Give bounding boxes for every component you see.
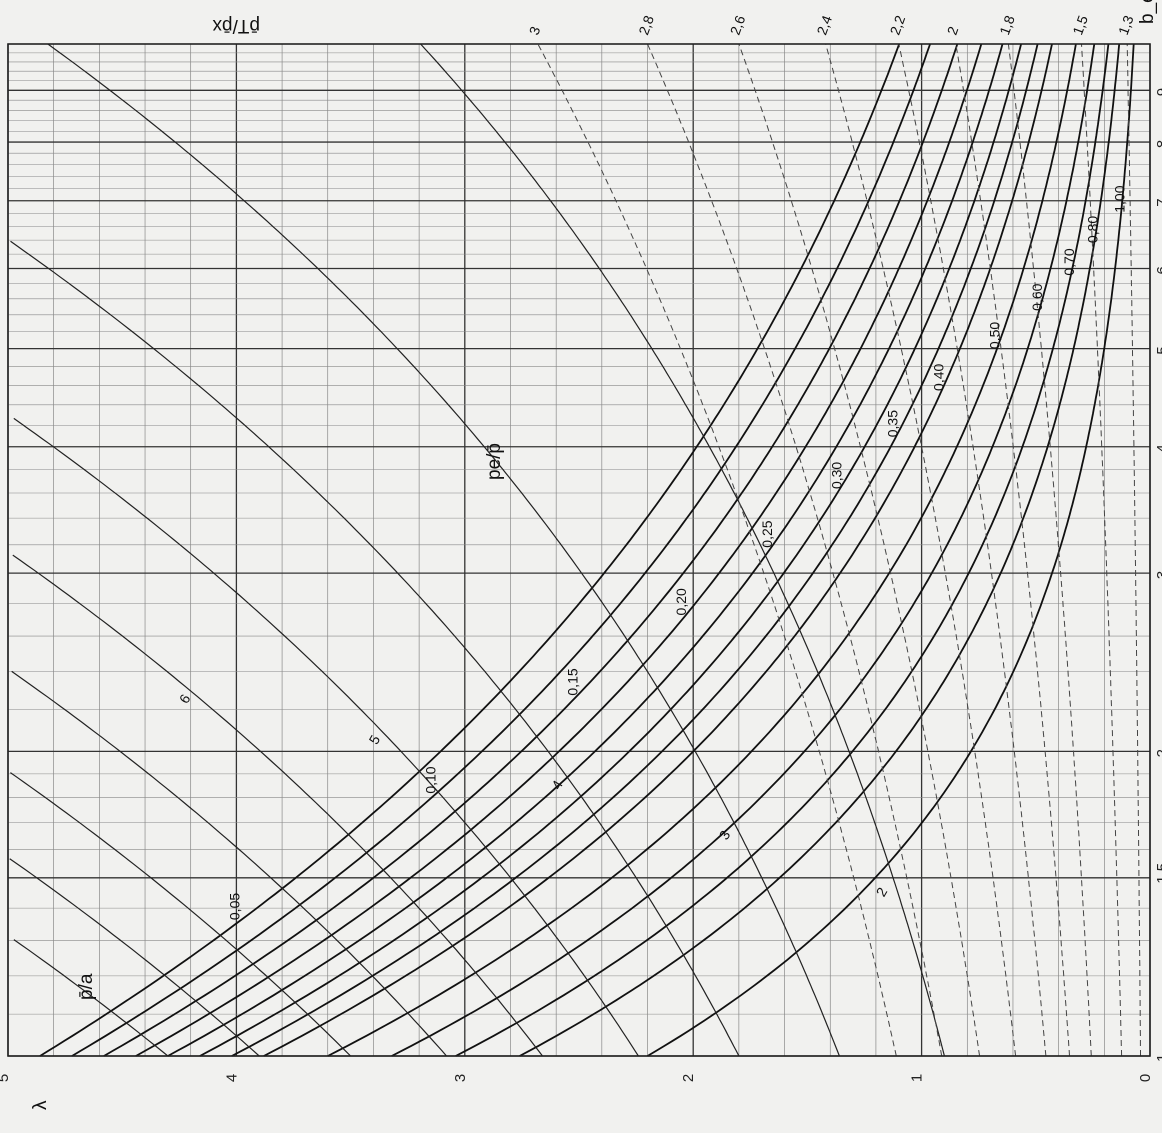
p-over-a-curve: [519, 43, 1121, 1057]
pe-over-p-curve: [10, 240, 740, 1057]
bea-tick-label: 9: [1154, 88, 1162, 96]
p-over-a-curve: [103, 43, 959, 1057]
pe-over-p-curve: [12, 554, 543, 1057]
p-over-a-curve-label: 1,00: [1112, 185, 1128, 212]
p-over-a-curve-label: 0,80: [1085, 216, 1101, 243]
lambda-tick-label: 2: [680, 1074, 697, 1082]
bea-tick-label: 5: [1154, 346, 1162, 354]
pt-over-px-family-label: p̄T/p̄x: [212, 15, 260, 36]
axis-titles: b_e/a λ p̄/a pe/p̄ p̄T/p̄x: [30, 0, 1158, 1110]
bea-tick-label: 2: [1154, 749, 1162, 757]
p-over-a-curve-label: 0,50: [986, 322, 1002, 349]
pt-over-px-curve-label: 2,8: [635, 13, 657, 37]
p-over-a-curve-label: 0,70: [1061, 248, 1077, 275]
lambda-tick-label: 3: [452, 1074, 469, 1082]
bea-tick-label: 8: [1154, 140, 1162, 148]
lambda-tick-label: 1: [909, 1074, 926, 1082]
lambda-tick-label: 4: [223, 1074, 240, 1082]
pe-over-p-curve: [11, 670, 447, 1057]
p-over-a-curve: [647, 43, 1135, 1057]
lambda-tick-label: 0: [1137, 1074, 1154, 1082]
p-over-a-curve: [263, 43, 1053, 1057]
p-over-a-curve-label: 0,25: [759, 520, 775, 547]
pt-over-px-curve-label: 2,4: [813, 13, 835, 37]
p-over-a-curve-label: 0,15: [564, 668, 580, 695]
bea-tick-label: 4: [1154, 444, 1162, 452]
pe-over-p-curve: [13, 939, 169, 1057]
axis-ticks: 1 1,5 2 3 4 5 6 7 8 9 0 1 2 3 4 5: [0, 88, 1162, 1082]
p-over-a-curve: [391, 43, 1096, 1057]
pt-over-px-curve-label: 1,5: [1069, 13, 1091, 37]
bea-tick-label: 7: [1154, 198, 1162, 206]
bea-tick-label: 1: [1154, 1054, 1162, 1062]
p-over-a-curve-label: 0,10: [423, 766, 439, 793]
pe-over-p-curve: [9, 858, 260, 1057]
p-over-a-curve-label: 0,30: [828, 462, 844, 489]
p-over-a-family-label: p̄/a: [76, 973, 97, 1000]
pe-over-p-curve: [47, 43, 840, 1057]
p-over-a-curve-label: 0,60: [1029, 283, 1045, 310]
pe-over-p-family-label: pe/p̄: [484, 443, 505, 480]
p-over-a-curve: [135, 43, 983, 1057]
pt-over-px-curve: [1007, 43, 1092, 1057]
pt-over-px-curve-label: 2,2: [887, 13, 909, 37]
pe-over-p-curve: [13, 417, 639, 1057]
pt-over-px-curve: [537, 43, 897, 1057]
pt-over-px-curve: [738, 43, 981, 1057]
p-over-a-curve: [327, 43, 1077, 1057]
x-axis-title: b_e/a: [1137, 0, 1158, 24]
p-over-a-curve-label: 0,05: [227, 893, 243, 920]
p-over-a-curve-label: 0,40: [931, 363, 947, 390]
p-over-a-curve: [231, 43, 1039, 1057]
p-over-a-curve: [455, 43, 1110, 1057]
pt-over-px-curve: [1081, 43, 1123, 1057]
p-over-a-curve-label: 0,35: [885, 410, 901, 437]
pt-over-px-curve: [1126, 43, 1141, 1056]
plot-frame: [7, 43, 1151, 1057]
y-axis-title: λ: [30, 1100, 51, 1110]
pt-over-px-curve-label: 1,8: [996, 13, 1018, 37]
bea-tick-label: 6: [1154, 266, 1162, 274]
lambda-tick-label: 5: [0, 1074, 12, 1082]
pe-over-p-curve: [10, 772, 352, 1057]
p-over-a-curve-label: 0,20: [673, 588, 689, 615]
p-over-a-curve: [167, 43, 1004, 1057]
pt-over-px-curve-label: 1,3: [1115, 13, 1137, 37]
p-over-a-curve: [39, 43, 901, 1057]
pt-over-px-curve: [898, 43, 1047, 1057]
pe-over-p-curve: [420, 43, 945, 1057]
bea-tick-label: 1,5: [1154, 863, 1162, 884]
p-over-a-curve: [199, 43, 1022, 1057]
pt-over-px-curve: [647, 43, 943, 1057]
bea-tick-label: 3: [1154, 571, 1162, 579]
pt-over-px-curve-label: 2,6: [727, 13, 749, 37]
pt-over-px-curve: [825, 43, 1017, 1057]
p-over-a-curve: [71, 43, 931, 1057]
curves: [9, 43, 1141, 1057]
